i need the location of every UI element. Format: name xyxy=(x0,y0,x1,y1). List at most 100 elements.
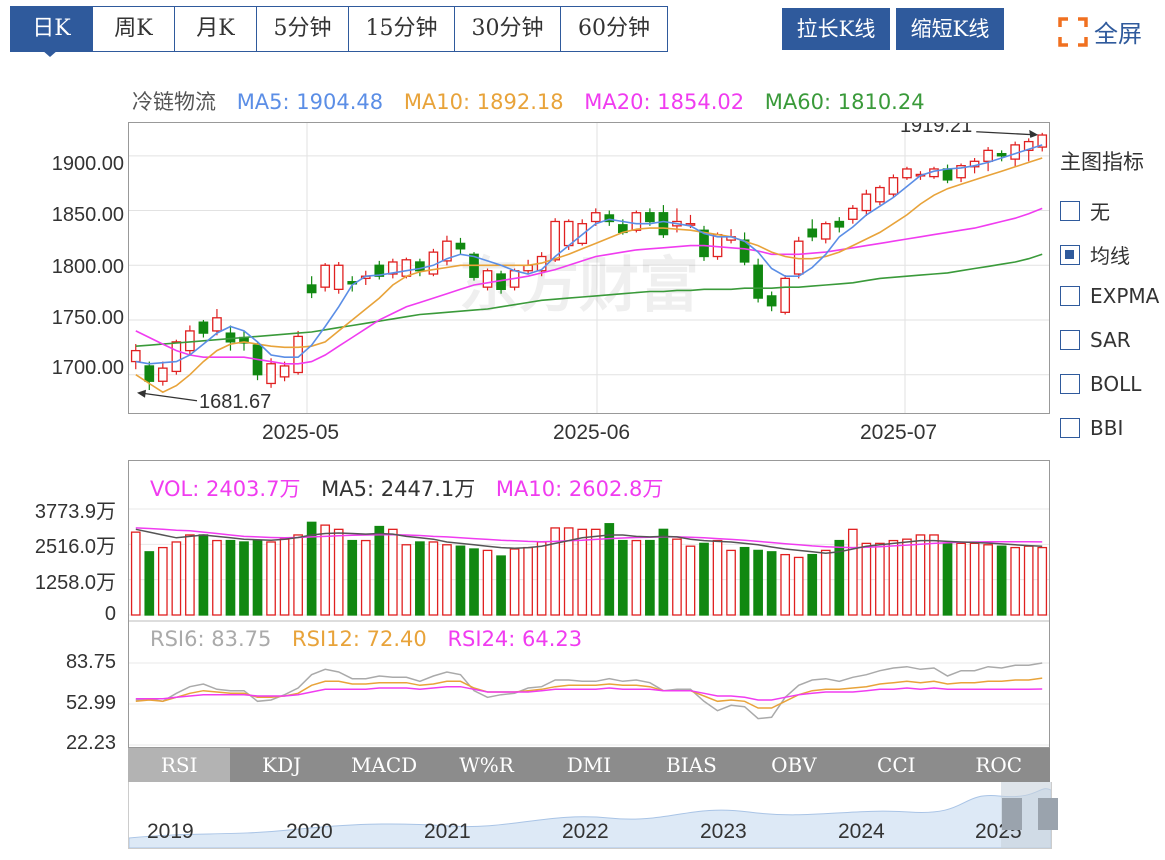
price-tick: 1700.00 xyxy=(51,357,124,379)
shorten-k-button[interactable]: 缩短K线 xyxy=(896,8,1004,50)
tab-kdj[interactable]: KDJ xyxy=(262,753,302,777)
tab-15min[interactable]: 15分钟 xyxy=(349,7,455,51)
volume-bar xyxy=(496,555,506,616)
tab-monthly-k[interactable]: 月K xyxy=(175,7,257,51)
tab-dmi[interactable]: DMI xyxy=(566,753,612,777)
candle xyxy=(455,242,466,250)
year-label: 2021 xyxy=(424,820,471,843)
date-tick: 2025-05 xyxy=(262,421,340,444)
candle xyxy=(942,168,953,181)
ma20-line xyxy=(135,207,1043,365)
tab-weekly-k[interactable]: 周K xyxy=(93,7,175,51)
price-tick: 1850.00 xyxy=(51,204,124,226)
rsi-tick: 52.99 xyxy=(65,692,116,714)
ma10-line xyxy=(135,157,1043,394)
candle xyxy=(766,295,777,307)
indicator-label: 无 xyxy=(1090,200,1110,224)
candle xyxy=(861,193,872,212)
indicator-sar[interactable]: SAR xyxy=(1060,328,1131,352)
tab-rsi[interactable]: RSI xyxy=(128,748,231,782)
year-label: 2022 xyxy=(562,820,609,843)
low-arrow-line xyxy=(138,392,198,402)
volume-bar xyxy=(739,546,750,616)
tab-wr[interactable]: W%R xyxy=(459,753,514,777)
volume-bar xyxy=(956,542,966,616)
volume-rsi-chart xyxy=(129,508,1049,746)
candle xyxy=(699,229,709,258)
volume-legend: VOL: 2403.7万 MA5: 2447.1万 MA10: 2602.8万 xyxy=(150,473,677,503)
candle xyxy=(888,177,899,195)
candle xyxy=(401,259,412,277)
volume-bar xyxy=(604,523,615,616)
navigator-right-handle[interactable] xyxy=(1038,798,1058,830)
volume-bar xyxy=(631,539,642,616)
fullscreen-button[interactable]: 全屏 xyxy=(1058,14,1142,49)
volume-bar xyxy=(847,528,858,616)
volume-bar xyxy=(469,548,479,616)
indicator-none[interactable]: 无 xyxy=(1060,196,1110,225)
candle xyxy=(198,321,209,334)
volume-bar xyxy=(279,538,290,616)
volume-bar xyxy=(942,542,953,616)
tab-5min[interactable]: 5分钟 xyxy=(257,7,349,51)
candle xyxy=(996,152,1007,157)
volume-bar xyxy=(523,546,533,616)
candle xyxy=(712,233,723,258)
tab-macd[interactable]: MACD xyxy=(350,753,418,777)
candle xyxy=(415,261,425,272)
volume-bar xyxy=(550,527,561,616)
volume-bar xyxy=(252,539,263,616)
volume-bar xyxy=(969,542,980,616)
candle xyxy=(320,264,331,288)
volume-bar xyxy=(198,534,209,616)
indicator-bbi[interactable]: BBI xyxy=(1060,416,1123,440)
checkbox-icon[interactable] xyxy=(1060,200,1080,221)
time-navigator[interactable]: 2019 2020 2021 2022 2023 2024 2025 xyxy=(128,782,1052,849)
checkbox-icon[interactable] xyxy=(1060,374,1080,394)
checkbox-icon[interactable] xyxy=(1060,286,1080,306)
indicator-expma[interactable]: EXPMA xyxy=(1060,284,1159,308)
tab-bias[interactable]: BIAS xyxy=(666,753,717,777)
sub-chart-panel[interactable] xyxy=(128,460,1050,748)
volume-bar xyxy=(482,549,493,616)
checkbox-checked-icon[interactable] xyxy=(1060,244,1080,265)
volume-bar xyxy=(658,528,669,616)
volume-tick: 1258.0万 xyxy=(34,572,116,594)
checkbox-icon[interactable] xyxy=(1060,418,1080,438)
lengthen-k-button[interactable]: 拉长K线 xyxy=(782,8,890,50)
tab-60min[interactable]: 60分钟 xyxy=(561,7,667,51)
rsi6-line xyxy=(135,662,1043,720)
volume-bar xyxy=(617,539,628,616)
rsi-tick: 83.75 xyxy=(65,651,116,673)
low-price-label: 1681.67 xyxy=(199,391,271,413)
checkbox-icon[interactable] xyxy=(1060,330,1080,350)
tab-obv[interactable]: OBV xyxy=(771,753,817,777)
indicator-ma[interactable]: 均线 xyxy=(1060,240,1130,269)
volume-bar xyxy=(442,544,452,616)
tab-30min[interactable]: 30分钟 xyxy=(455,7,561,51)
candle xyxy=(847,207,858,220)
indicator-boll[interactable]: BOLL xyxy=(1060,372,1141,396)
navigator-area-chart xyxy=(129,782,1051,848)
date-tick: 2025-07 xyxy=(860,421,938,444)
rsi6-legend: RSI6: 83.75 xyxy=(150,627,272,651)
candle xyxy=(212,317,222,332)
tab-roc[interactable]: ROC xyxy=(975,753,1023,777)
main-indicator-title: 主图指标 xyxy=(1060,150,1144,174)
volume-bar xyxy=(590,528,601,616)
volume-tick: 0 xyxy=(104,603,116,625)
volume-bar xyxy=(793,556,804,616)
volume-bar xyxy=(672,538,682,616)
tab-daily-k[interactable]: 日K xyxy=(11,7,93,51)
price-tick: 1800.00 xyxy=(51,256,124,278)
volume-bar xyxy=(306,521,317,616)
price-tick: 1750.00 xyxy=(51,307,124,329)
candle xyxy=(604,214,615,223)
navigator-left-handle[interactable] xyxy=(1002,798,1022,830)
tab-cci[interactable]: CCI xyxy=(877,753,916,777)
candle xyxy=(577,223,588,245)
volume-bar xyxy=(820,549,831,616)
candle xyxy=(306,284,317,294)
kline-panel[interactable]: 东方财富 1919.21 1681.67 xyxy=(128,115,1050,414)
candle xyxy=(739,239,750,263)
